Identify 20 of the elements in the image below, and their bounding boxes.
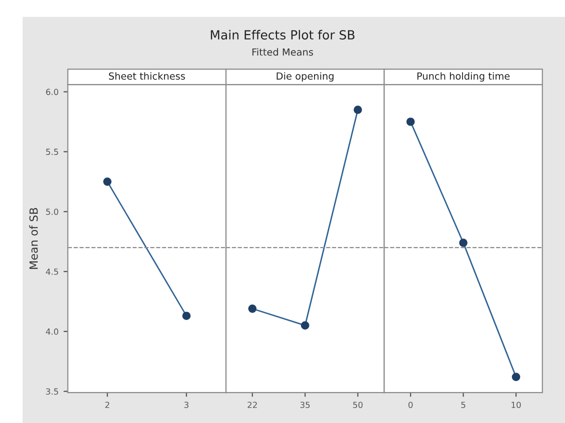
y-tick-label: 5.5 bbox=[46, 148, 58, 155]
y-tick-label: 6.0 bbox=[46, 88, 58, 96]
chart-title: Punch holding time bbox=[417, 72, 510, 82]
text: Fitted Means bbox=[252, 48, 314, 56]
x-tick-label: 10 bbox=[512, 402, 521, 408]
x-tick-label: 5 bbox=[461, 402, 466, 408]
x-tick-label: 3 bbox=[184, 402, 188, 408]
x-tick-label: 0 bbox=[408, 402, 413, 408]
chart-title: Die opening bbox=[276, 72, 334, 82]
text: Main Effects Plot for SB bbox=[210, 30, 354, 40]
y-axis-title: Mean of SB bbox=[29, 208, 38, 269]
chart-title: Sheet thickness bbox=[108, 72, 185, 80]
x-tick-label: 2 bbox=[105, 402, 110, 408]
x-tick-label: 50 bbox=[353, 402, 363, 408]
y-tick-label: 3.5 bbox=[46, 388, 58, 395]
x-tick-label: 35 bbox=[300, 402, 310, 408]
x-tick-label: 22 bbox=[248, 402, 257, 408]
y-tick-label: 4.5 bbox=[46, 268, 58, 275]
y-tick-label: 4.0 bbox=[46, 328, 58, 335]
y-tick-label: 5.0 bbox=[46, 208, 58, 215]
